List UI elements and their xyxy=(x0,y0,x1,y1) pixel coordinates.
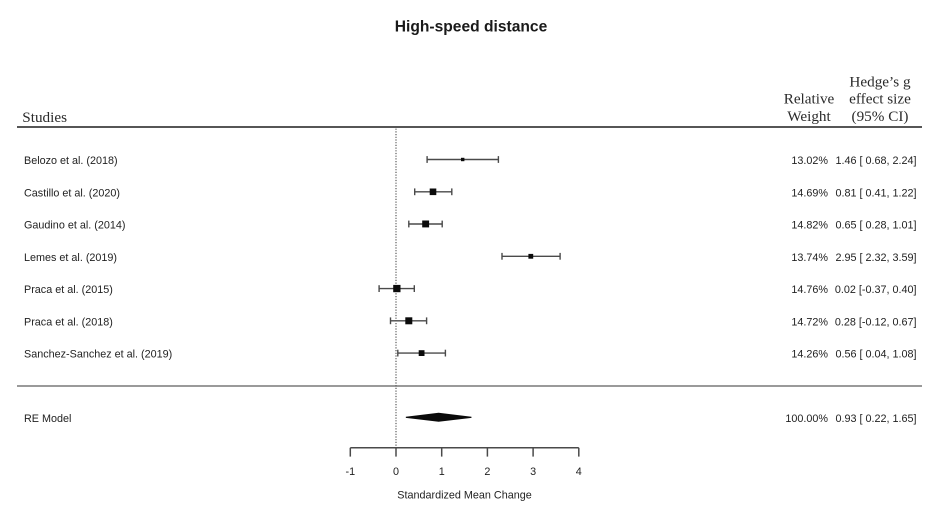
svg-text:Standardized Mean Change: Standardized Mean Change xyxy=(397,490,531,502)
svg-text:Studies: Studies xyxy=(22,109,67,126)
svg-text:1.46 [ 0.68, 2.24]: 1.46 [ 0.68, 2.24] xyxy=(835,155,916,167)
svg-text:0.56 [ 0.04, 1.08]: 0.56 [ 0.04, 1.08] xyxy=(835,349,916,361)
svg-text:0: 0 xyxy=(393,466,399,478)
svg-text:1: 1 xyxy=(439,466,445,478)
svg-text:100.00%: 100.00% xyxy=(785,413,828,425)
svg-text:13.02%: 13.02% xyxy=(791,155,828,167)
svg-text:13.74%: 13.74% xyxy=(791,252,828,264)
svg-text:0.02 [-0.37, 0.40]: 0.02 [-0.37, 0.40] xyxy=(835,284,917,296)
svg-text:Weight: Weight xyxy=(787,108,831,125)
svg-text:4: 4 xyxy=(576,466,582,478)
svg-text:Praca et al. (2015): Praca et al. (2015) xyxy=(24,284,113,296)
svg-text:High-speed distance: High-speed distance xyxy=(395,19,548,36)
svg-text:14.72%: 14.72% xyxy=(791,316,828,328)
svg-text:(95% CI): (95% CI) xyxy=(852,108,909,125)
svg-text:Lemes et al. (2019): Lemes et al. (2019) xyxy=(24,252,117,264)
svg-text:2.95 [ 2.32, 3.59]: 2.95 [ 2.32, 3.59] xyxy=(835,252,916,264)
svg-text:14.26%: 14.26% xyxy=(791,349,828,361)
svg-text:14.82%: 14.82% xyxy=(791,220,828,232)
svg-text:0.93 [ 0.22, 1.65]: 0.93 [ 0.22, 1.65] xyxy=(835,413,916,425)
svg-text:-1: -1 xyxy=(345,466,355,478)
svg-text:RE Model: RE Model xyxy=(24,413,71,425)
svg-text:0.28 [-0.12, 0.67]: 0.28 [-0.12, 0.67] xyxy=(835,316,917,328)
svg-text:14.69%: 14.69% xyxy=(791,187,828,199)
svg-text:3: 3 xyxy=(530,466,536,478)
svg-text:2: 2 xyxy=(484,466,490,478)
svg-text:14.76%: 14.76% xyxy=(791,284,828,296)
svg-text:Castillo et al. (2020): Castillo et al. (2020) xyxy=(24,187,120,199)
svg-text:0.65 [ 0.28, 1.01]: 0.65 [ 0.28, 1.01] xyxy=(835,220,916,232)
svg-text:Praca et al. (2018): Praca et al. (2018) xyxy=(24,316,113,328)
svg-text:0.81 [ 0.41, 1.22]: 0.81 [ 0.41, 1.22] xyxy=(835,187,916,199)
svg-text:Gaudino et al. (2014): Gaudino et al. (2014) xyxy=(24,220,125,232)
svg-text:Hedge’s g: Hedge’s g xyxy=(849,73,911,90)
svg-text:effect size: effect size xyxy=(849,90,911,107)
svg-text:Sanchez-Sanchez et al. (2019): Sanchez-Sanchez et al. (2019) xyxy=(24,349,172,361)
svg-text:Belozo et al. (2018): Belozo et al. (2018) xyxy=(24,155,118,167)
svg-text:Relative: Relative xyxy=(784,90,835,107)
